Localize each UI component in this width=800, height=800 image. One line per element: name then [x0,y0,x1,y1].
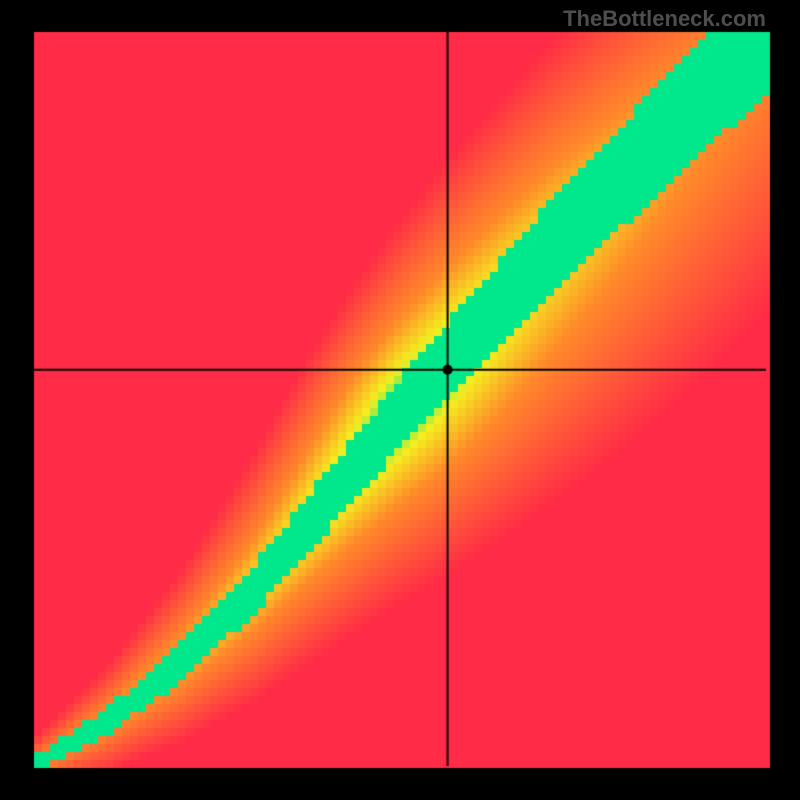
chart-container: TheBottleneck.com [0,0,800,800]
bottleneck-heatmap [0,0,800,800]
watermark-text: TheBottleneck.com [563,6,766,32]
